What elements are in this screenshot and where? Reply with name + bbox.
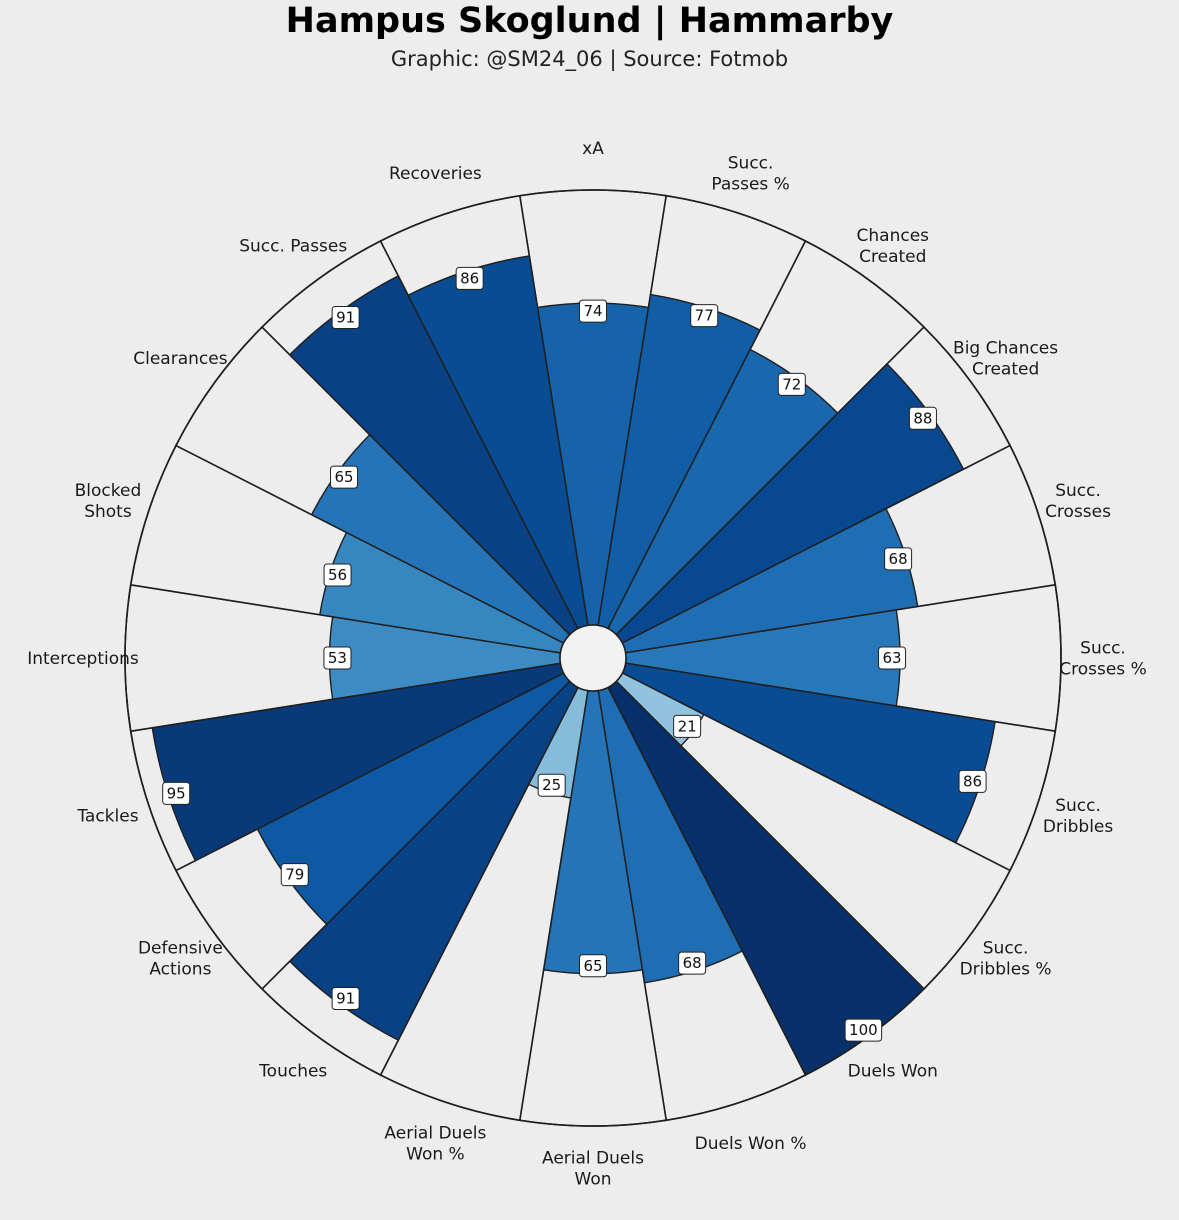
svg-text:65: 65: [334, 468, 353, 486]
category-label-xa: xA: [582, 139, 604, 159]
value-label-succ-passes-pct: 77: [690, 304, 719, 328]
svg-text:100: 100: [849, 1021, 878, 1039]
svg-text:95: 95: [167, 784, 186, 802]
svg-text:65: 65: [583, 957, 602, 975]
svg-text:53: 53: [328, 649, 347, 667]
svg-text:91: 91: [336, 989, 355, 1007]
value-label-blocked-shots: 56: [323, 563, 352, 587]
value-label-duels-won-pct: 68: [678, 951, 707, 975]
category-label-defensive-actions: Defensive Actions: [138, 938, 223, 979]
value-label-xa: 74: [579, 299, 607, 323]
category-label-chances-created: Chances Created: [857, 226, 930, 267]
value-label-defensive-actions: 79: [280, 863, 309, 887]
value-label-recoveries: 86: [455, 266, 484, 290]
value-label-succ-dribbles: 86: [958, 769, 987, 793]
category-label-duels-won: Duels Won: [848, 1062, 938, 1082]
value-label-touches: 91: [331, 986, 360, 1010]
category-label-aerial-duels-won-pct: Aerial Duels Won %: [384, 1124, 486, 1165]
category-label-succ-passes: Succ. Passes: [239, 236, 347, 256]
svg-text:86: 86: [460, 269, 479, 287]
value-label-aerial-duels-won-pct: 25: [537, 773, 566, 797]
svg-text:68: 68: [683, 954, 702, 972]
category-label-succ-passes-pct: Succ. Passes %: [711, 153, 790, 194]
category-label-touches: Touches: [258, 1062, 327, 1082]
category-label-tackles: Tackles: [76, 807, 138, 827]
svg-text:21: 21: [678, 717, 697, 735]
center-hole: [559, 624, 627, 692]
value-label-succ-passes: 91: [331, 306, 360, 330]
value-label-duels-won: 100: [844, 1018, 883, 1042]
svg-text:77: 77: [695, 307, 714, 325]
value-label-interceptions: 53: [323, 646, 352, 670]
value-label-succ-crosses: 68: [884, 547, 913, 571]
category-label-clearances: Clearances: [133, 349, 227, 369]
category-label-recoveries: Recoveries: [389, 164, 482, 184]
value-label-succ-crosses-pct: 63: [878, 646, 907, 670]
category-label-duels-won-pct: Duels Won %: [695, 1134, 807, 1154]
category-label-succ-crosses-pct: Succ. Crosses %: [1059, 639, 1146, 680]
category-label-succ-crosses: Succ. Crosses: [1045, 481, 1111, 522]
svg-text:63: 63: [883, 649, 902, 667]
svg-text:68: 68: [889, 550, 908, 568]
value-label-aerial-duels-won: 65: [579, 954, 607, 978]
value-label-succ-dribbles-pct: 21: [673, 714, 702, 738]
category-label-big-chances-created: Big Chances Created: [953, 339, 1058, 380]
svg-text:74: 74: [583, 302, 602, 320]
category-label-succ-dribbles-pct: Succ. Dribbles %: [960, 938, 1052, 979]
svg-text:91: 91: [336, 309, 355, 327]
value-label-big-chances-created: 88: [908, 406, 937, 430]
svg-text:56: 56: [328, 566, 347, 584]
category-label-succ-dribbles: Succ. Dribbles: [1043, 796, 1114, 837]
chart-title: Hampus Skoglund | Hammarby: [285, 1, 894, 41]
value-label-clearances: 65: [330, 465, 359, 489]
svg-text:88: 88: [913, 409, 932, 427]
category-label-interceptions: Interceptions: [27, 649, 139, 669]
svg-text:72: 72: [782, 375, 801, 393]
outer-ring: [124, 189, 1062, 1127]
svg-text:86: 86: [963, 772, 982, 790]
category-label-blocked-shots: Blocked Shots: [75, 481, 142, 522]
svg-text:25: 25: [542, 776, 561, 794]
category-label-aerial-duels-won: Aerial Duels Won: [542, 1149, 644, 1190]
value-label-chances-created: 72: [777, 372, 806, 396]
value-label-tackles: 95: [162, 781, 191, 805]
svg-text:79: 79: [285, 866, 304, 884]
chart-subtitle: Graphic: @SM24_06 | Source: Fotmob: [390, 47, 789, 71]
